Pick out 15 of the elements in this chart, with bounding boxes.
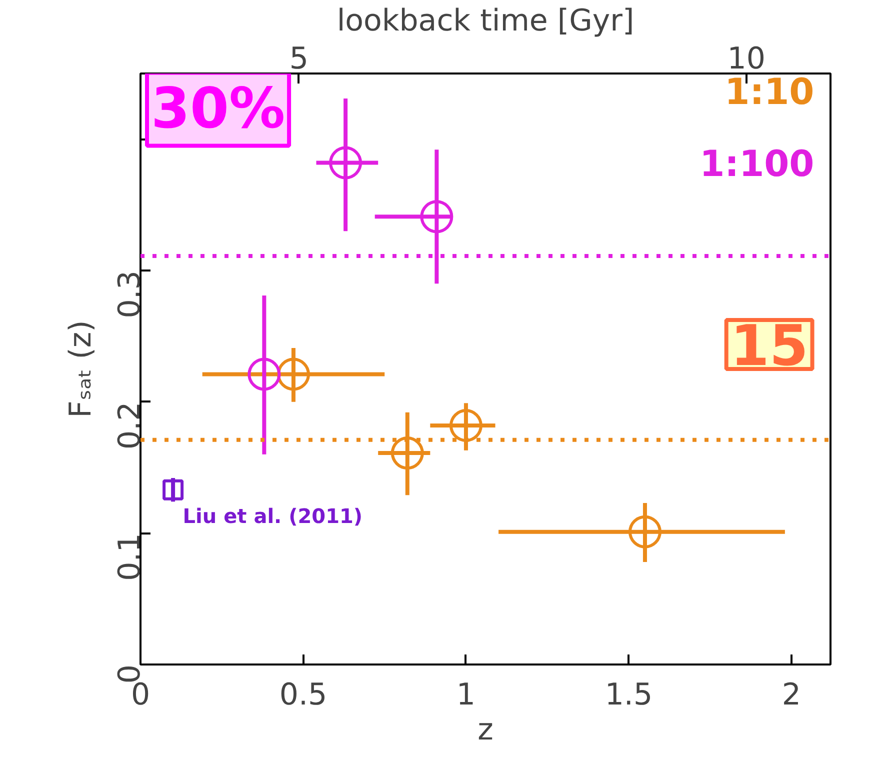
annotation: 30% (151, 76, 286, 142)
x-tick-label: 1 (456, 678, 476, 712)
x2-axis-title: lookback time [Gyr] (336, 4, 634, 38)
y-tick-label: 0.2 (112, 402, 148, 450)
x-axis-title: z (478, 712, 494, 748)
series-label: Liu et al. (2011) (182, 504, 363, 528)
y-tick-label: 0.1 (112, 533, 148, 581)
x-tick-label: 0.5 (279, 678, 328, 712)
annotation: 15 (730, 314, 808, 379)
y-tick-label: 0.3 (112, 270, 148, 318)
x-tick-label: 2 (782, 678, 801, 712)
text: 1:100 (700, 144, 814, 186)
y-axis-title: Fₛₐₜ (z) (64, 320, 98, 418)
x-tick-label: 1.5 (604, 678, 653, 712)
x2-tick-label: 5 (289, 42, 308, 76)
